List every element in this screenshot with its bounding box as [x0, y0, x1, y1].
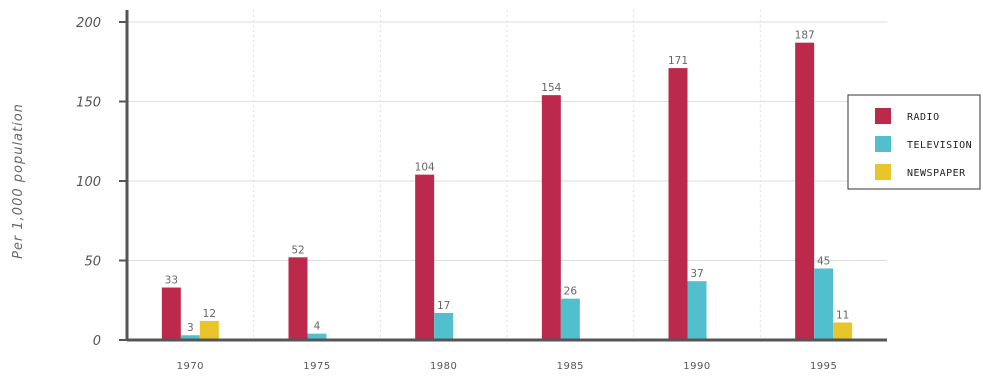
data-label-television-1985: 26: [564, 286, 578, 298]
legend-label-newspaper: NEWSPAPER: [907, 168, 966, 179]
data-label-radio-1995: 187: [795, 30, 815, 42]
x-tick-label-1985: 1985: [557, 361, 584, 372]
data-label-television-1995: 45: [817, 255, 830, 267]
bar-television-1995: [814, 268, 834, 340]
legend-label-radio: RADIO: [907, 112, 940, 123]
y-axis-ticks: 0 50 100 150 200: [76, 16, 127, 349]
data-label-television-1970: 3: [187, 322, 194, 334]
y-tick-label-200: 200: [76, 16, 101, 31]
grid-lines: [127, 10, 887, 340]
legend-label-television: TELEVISION: [907, 140, 972, 151]
data-label-newspaper-1970: 12: [203, 308, 216, 320]
legend-swatch-radio: [875, 108, 891, 124]
y-tick-label-50: 50: [84, 255, 101, 270]
x-tick-label-1995: 1995: [810, 361, 837, 372]
bar-radio-1990: [668, 68, 688, 341]
data-label-radio-1980: 104: [415, 162, 435, 174]
x-tick-label-1990: 1990: [683, 361, 710, 372]
data-label-television-1975: 4: [314, 321, 321, 333]
bars: [161, 42, 853, 341]
data-label-radio-1990: 171: [668, 55, 688, 67]
data-label-television-1990: 37: [690, 268, 703, 280]
x-tick-label-1980: 1980: [430, 361, 457, 372]
bar-television-1990: [687, 281, 707, 340]
bar-newspaper-1995: [833, 322, 853, 340]
bar-radio-1995: [795, 42, 815, 341]
data-label-newspaper-1995: 11: [836, 310, 849, 322]
bar-radio-1980: [415, 174, 435, 340]
data-label-television-1980: 17: [437, 300, 450, 312]
x-axis-ticks: 1970 1975 1980 1985 1990 1995: [177, 361, 837, 372]
legend-swatch-newspaper: [875, 164, 891, 180]
x-tick-label-1975: 1975: [303, 361, 330, 372]
bar-television-1970: [180, 335, 200, 340]
data-label-radio-1975: 52: [291, 244, 304, 256]
bar-television-1980: [434, 312, 454, 340]
bar-television-1975: [307, 333, 327, 340]
legend-swatch-television: [875, 136, 891, 152]
bar-radio-1970: [161, 287, 181, 340]
x-tick-label-1970: 1970: [177, 361, 204, 372]
y-tick-label-100: 100: [76, 175, 101, 190]
data-label-radio-1970: 33: [165, 275, 178, 287]
y-axis-label: Per 1,000 population: [11, 103, 26, 259]
bar-radio-1975: [288, 257, 308, 340]
y-tick-label-0: 0: [93, 334, 101, 349]
bar-newspaper-1970: [199, 320, 219, 340]
bar-radio-1985: [541, 95, 561, 340]
y-tick-label-150: 150: [76, 96, 101, 111]
bar-television-1985: [560, 298, 580, 340]
legend-box: [847, 94, 981, 190]
data-label-radio-1985: 154: [541, 82, 561, 94]
legend: RADIO TELEVISION NEWSPAPER: [847, 94, 981, 190]
